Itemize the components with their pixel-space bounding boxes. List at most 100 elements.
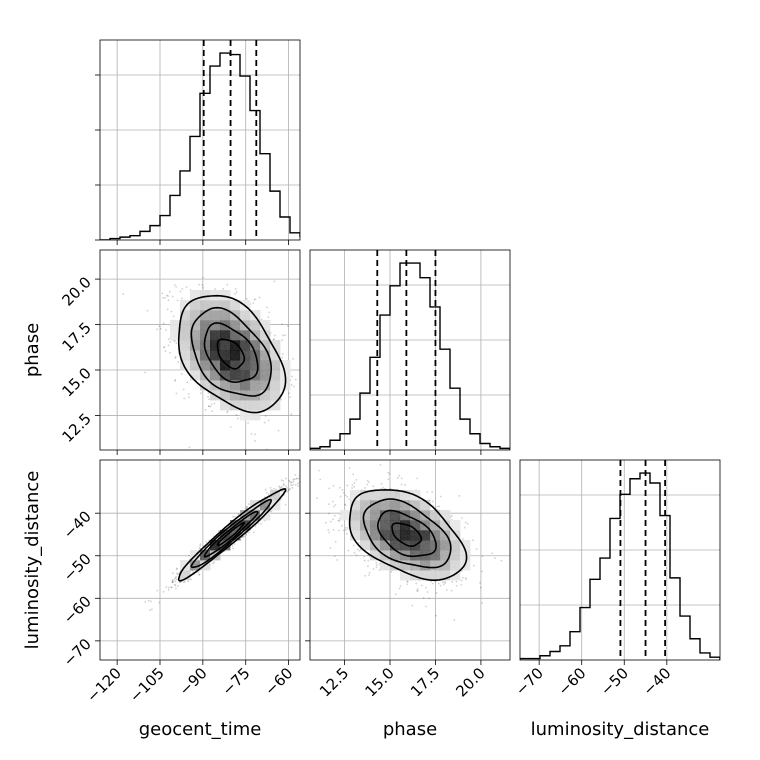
scatter-point <box>290 413 293 416</box>
scatter-point <box>280 398 283 401</box>
scatter-point <box>176 567 178 570</box>
density-cell <box>230 390 241 401</box>
xtick-label-geocent-time-0: −120 <box>83 664 125 706</box>
scatter-point <box>188 554 190 557</box>
scatter-point <box>170 310 173 313</box>
scatter-point <box>176 573 179 576</box>
density-cell <box>220 530 231 541</box>
scatter-point <box>364 574 367 577</box>
scatter-point <box>187 393 190 395</box>
scatter-point <box>479 582 481 584</box>
density-cell <box>180 320 191 331</box>
scatter-point <box>198 573 201 576</box>
density-cell <box>370 490 381 501</box>
scatter-point <box>171 581 174 584</box>
density-cell <box>260 390 271 401</box>
scatter-point <box>202 276 204 279</box>
scatter-point <box>209 405 212 408</box>
scatter-point <box>441 581 444 584</box>
scatter-point <box>389 487 392 490</box>
scatter-point <box>234 292 236 295</box>
scatter-point <box>174 355 177 358</box>
scatter-point <box>334 504 337 506</box>
corner-panels: 12.515.017.520.0−120 −105 −90 −75 −60−70−60−… <box>58 39 721 706</box>
scatter-point <box>237 417 239 420</box>
density-cell <box>270 350 281 361</box>
scatter-point <box>363 559 366 562</box>
density-cell <box>380 500 391 511</box>
scatter-point <box>379 464 382 466</box>
scatter-point <box>411 604 414 607</box>
scatter-point <box>304 415 306 417</box>
density-cell <box>220 390 231 401</box>
density-cell <box>390 530 401 541</box>
scatter-point <box>212 562 214 565</box>
scatter-point <box>375 561 378 564</box>
panel-luminosity-distance-luminosity-distance: −70 −60 −50 −40 <box>512 459 721 699</box>
scatter-point <box>327 529 330 531</box>
scatter-point <box>289 487 291 490</box>
density-cell <box>270 500 281 511</box>
scatter-point <box>168 290 171 293</box>
scatter-point <box>328 512 330 515</box>
scatter-point <box>231 547 234 550</box>
xtick-label-phase-3: 20.0 <box>452 664 488 700</box>
density-cell <box>350 510 361 521</box>
density-cell <box>180 300 191 311</box>
density-cell <box>350 490 361 501</box>
density-cell <box>250 510 261 521</box>
scatter-point <box>353 551 356 554</box>
scatter-point <box>156 328 159 331</box>
scatter-point <box>444 582 447 584</box>
scatter-point <box>198 283 201 286</box>
scatter-point <box>269 487 272 489</box>
scatter-point <box>222 288 225 290</box>
scatter-point <box>168 351 171 354</box>
density-cell <box>450 570 461 581</box>
density-cell <box>420 530 431 541</box>
scatter-point <box>214 288 216 290</box>
scatter-point <box>431 500 434 503</box>
density-cell <box>370 540 381 551</box>
scatter-point <box>380 483 383 485</box>
scatter-point <box>172 579 174 581</box>
scatter-point <box>290 481 293 484</box>
density-cell <box>430 510 441 521</box>
density-cell <box>260 360 271 371</box>
scatter-point <box>290 484 293 487</box>
scatter-point <box>420 584 423 587</box>
histogram-phase <box>310 262 510 450</box>
scatter-point <box>342 491 345 494</box>
scatter-point <box>252 531 255 534</box>
density-cell <box>270 490 281 501</box>
scatter-point <box>303 470 305 472</box>
xtick-label-luminosity-distance-0: −70 <box>512 664 547 699</box>
scatter-point <box>213 561 215 564</box>
scatter-point <box>279 486 282 489</box>
scatter-point <box>158 325 161 328</box>
scatter-point <box>247 531 250 534</box>
density-cell <box>260 330 271 341</box>
density-cell <box>240 360 251 371</box>
density-cell <box>230 360 241 371</box>
scatter-point <box>172 572 174 575</box>
scatter-point <box>339 495 342 498</box>
xtick-label-geocent-time-2: −90 <box>176 664 211 699</box>
ytick-label-luminosity-distance-1: −60 <box>60 592 95 627</box>
density-cell <box>210 340 221 351</box>
density-cell <box>390 510 401 521</box>
panel-phase-luminosity-distance: 12.5 15.0 17.5 20.0 <box>305 459 511 700</box>
scatter-point <box>332 500 334 503</box>
scatter-point <box>342 529 345 532</box>
scatter-point <box>183 397 186 400</box>
scatter-point <box>229 426 232 428</box>
scatter-point <box>500 559 503 562</box>
scatter-point <box>363 555 366 558</box>
scatter-point <box>463 526 466 529</box>
contour-0 <box>216 522 246 547</box>
scatter-point <box>156 589 159 592</box>
density-cell <box>250 400 261 411</box>
scatter-point <box>284 503 287 506</box>
scatter-point <box>178 581 181 584</box>
